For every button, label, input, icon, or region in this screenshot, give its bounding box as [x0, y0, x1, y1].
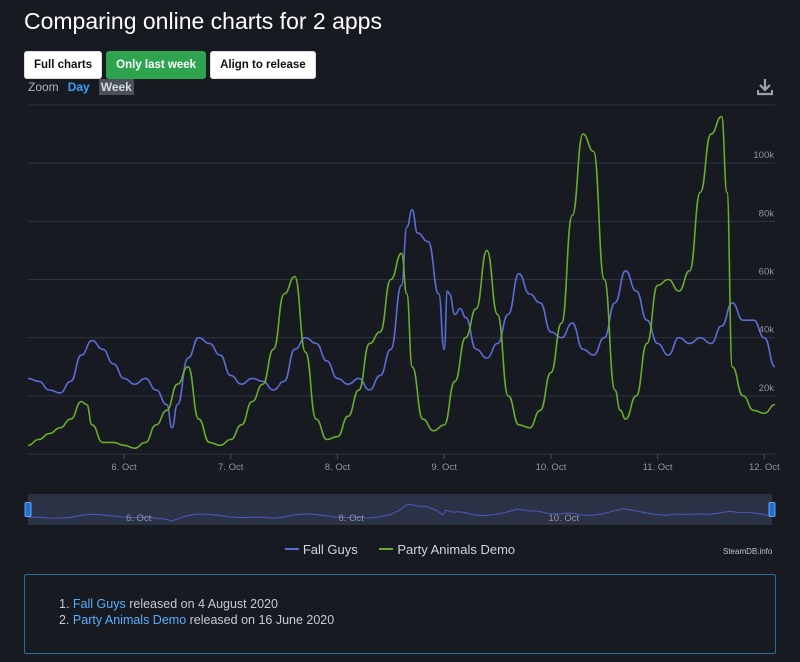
navigator-label: 10. Oct — [548, 513, 579, 524]
view-button-group: Full charts Only last week Align to rele… — [24, 51, 316, 79]
release-item: 2. Party Animals Demo released on 16 Jun… — [59, 612, 775, 628]
legend-label-fall-guys: Fall Guys — [302, 541, 358, 557]
zoom-controls: Zoom Day Week — [28, 79, 134, 95]
align-release-button[interactable]: Align to release — [210, 51, 316, 79]
release-notes-box: 1. Fall Guys released on 4 August 2020 2… — [24, 574, 776, 654]
zoom-week-button[interactable]: Week — [98, 79, 134, 95]
navigator-line — [27, 503, 773, 522]
download-icon[interactable] — [756, 78, 774, 96]
y-tick-label: 100k — [753, 150, 774, 161]
release-text: released on 4 August 2020 — [129, 597, 278, 611]
x-tick-label: 9. Oct — [432, 462, 458, 473]
release-item: 1. Fall Guys released on 4 August 2020 — [59, 596, 775, 612]
x-tick-label: 12. Oct — [749, 462, 780, 473]
y-tick-label: 60k — [759, 267, 775, 278]
chart-tick-layer: 20k 40k 60k 80k 100k 6. Oct 7. Oct 8. Oct 9. Oct… — [111, 150, 780, 473]
last-week-button[interactable]: Only last week — [106, 51, 207, 79]
chart-credit[interactable]: SteamDB.info — [723, 547, 773, 556]
chart-legend: Fall Guys Party Animals Demo — [0, 538, 800, 557]
y-tick-label: 80k — [759, 208, 775, 219]
chart-series-layer — [27, 115, 776, 450]
y-tick-label: 40k — [759, 325, 775, 336]
navigator-handle[interactable] — [24, 502, 32, 517]
range-navigator[interactable]: 6. Oct 8. Oct 10. Oct — [24, 494, 776, 525]
legend-label-party-animals: Party Animals Demo — [397, 541, 516, 557]
chart-grid — [28, 104, 775, 455]
release-text: released on 16 June 2020 — [189, 613, 335, 627]
x-tick-label: 6. Oct — [111, 462, 137, 473]
legend-item-party-animals[interactable]: Party Animals Demo — [379, 542, 515, 557]
series-line-fall-guys[interactable] — [27, 208, 776, 429]
navigator-handle[interactable] — [768, 502, 776, 517]
full-charts-button[interactable]: Full charts — [24, 51, 103, 79]
x-tick-label: 11. Oct — [643, 462, 673, 473]
x-tick-label: 7. Oct — [218, 462, 244, 473]
release-number: 1. — [59, 597, 70, 611]
y-tick-label: 20k — [759, 383, 775, 394]
legend-item-fall-guys[interactable]: Fall Guys — [284, 541, 358, 557]
page-title: Comparing online charts for 2 apps — [24, 8, 382, 34]
navigator-label: 6. Oct — [126, 513, 152, 524]
legend-swatch-party-animals — [379, 548, 394, 550]
online-chart: 20k 40k 60k 80k 100k 6. Oct 7. Oct 8. Oct 9. Oct… — [24, 104, 780, 525]
x-tick-label: 10. Oct — [536, 462, 567, 473]
navigator-label: 8. Oct — [339, 513, 365, 524]
zoom-day-button[interactable]: Day — [67, 80, 90, 94]
zoom-label: Zoom — [28, 80, 59, 94]
series-line-party-animals[interactable] — [27, 115, 776, 450]
app-link-party-animals[interactable]: Party Animals Demo — [72, 613, 187, 627]
release-number: 2. — [59, 613, 70, 627]
legend-swatch-fall-guys — [284, 548, 299, 550]
app-link-fall-guys[interactable]: Fall Guys — [72, 597, 126, 611]
x-tick-label: 8. Oct — [325, 462, 351, 473]
